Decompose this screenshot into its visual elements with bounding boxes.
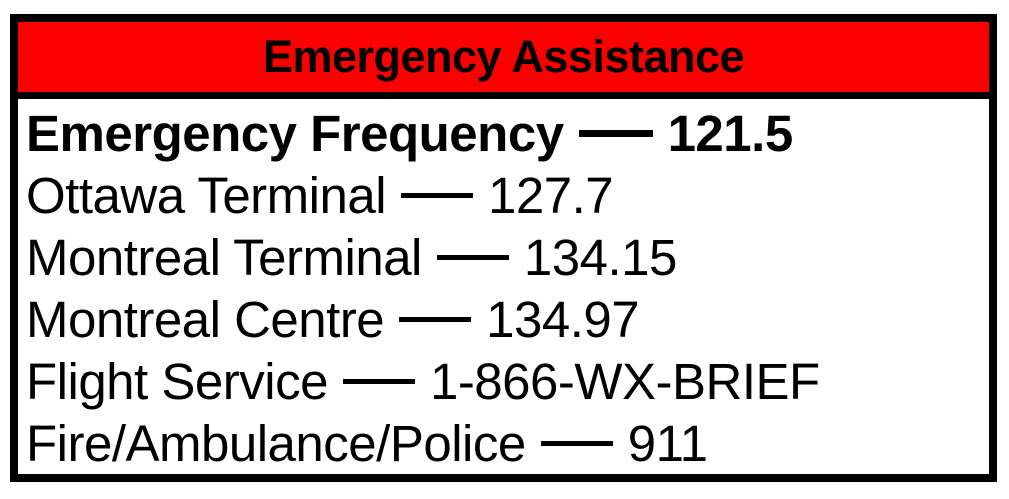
row-value: 134.15 [523, 228, 678, 286]
table-row: Emergency Frequency 121.5 [26, 102, 983, 164]
row-label: Montreal Centre [26, 290, 385, 348]
table-row: Montreal Terminal 134.15 [26, 226, 983, 288]
row-label: Emergency Frequency [26, 104, 564, 162]
box-header: Emergency Assistance [18, 22, 989, 99]
row-label: Fire/Ambulance/Police [26, 414, 526, 472]
emergency-assistance-box: Emergency Assistance Emergency Frequency… [10, 14, 997, 482]
row-value: 127.7 [488, 166, 614, 224]
dash-separator [436, 254, 509, 260]
row-label: Montreal Terminal [26, 228, 422, 286]
dash-separator [401, 192, 474, 198]
dash-separator [540, 440, 613, 446]
table-row: Flight Service 1-866-WX-BRIEF [26, 350, 983, 412]
row-value: 1-866-WX-BRIEF [429, 352, 820, 410]
table-row: Ottawa Terminal 127.7 [26, 164, 983, 226]
table-row: Montreal Centre 134.97 [26, 288, 983, 350]
row-label: Ottawa Terminal [26, 166, 387, 224]
row-value: 121.5 [667, 104, 794, 162]
row-value: 911 [627, 414, 708, 472]
dash-separator [399, 316, 472, 322]
box-title: Emergency Assistance [262, 31, 745, 82]
row-label: Flight Service [26, 352, 328, 410]
table-row: Fire/Ambulance/Police 911 [26, 412, 983, 474]
dash-separator [578, 129, 653, 137]
box-body: Emergency Frequency 121.5 Ottawa Termina… [18, 99, 989, 474]
dash-separator [342, 378, 415, 384]
row-value: 134.97 [486, 290, 640, 348]
